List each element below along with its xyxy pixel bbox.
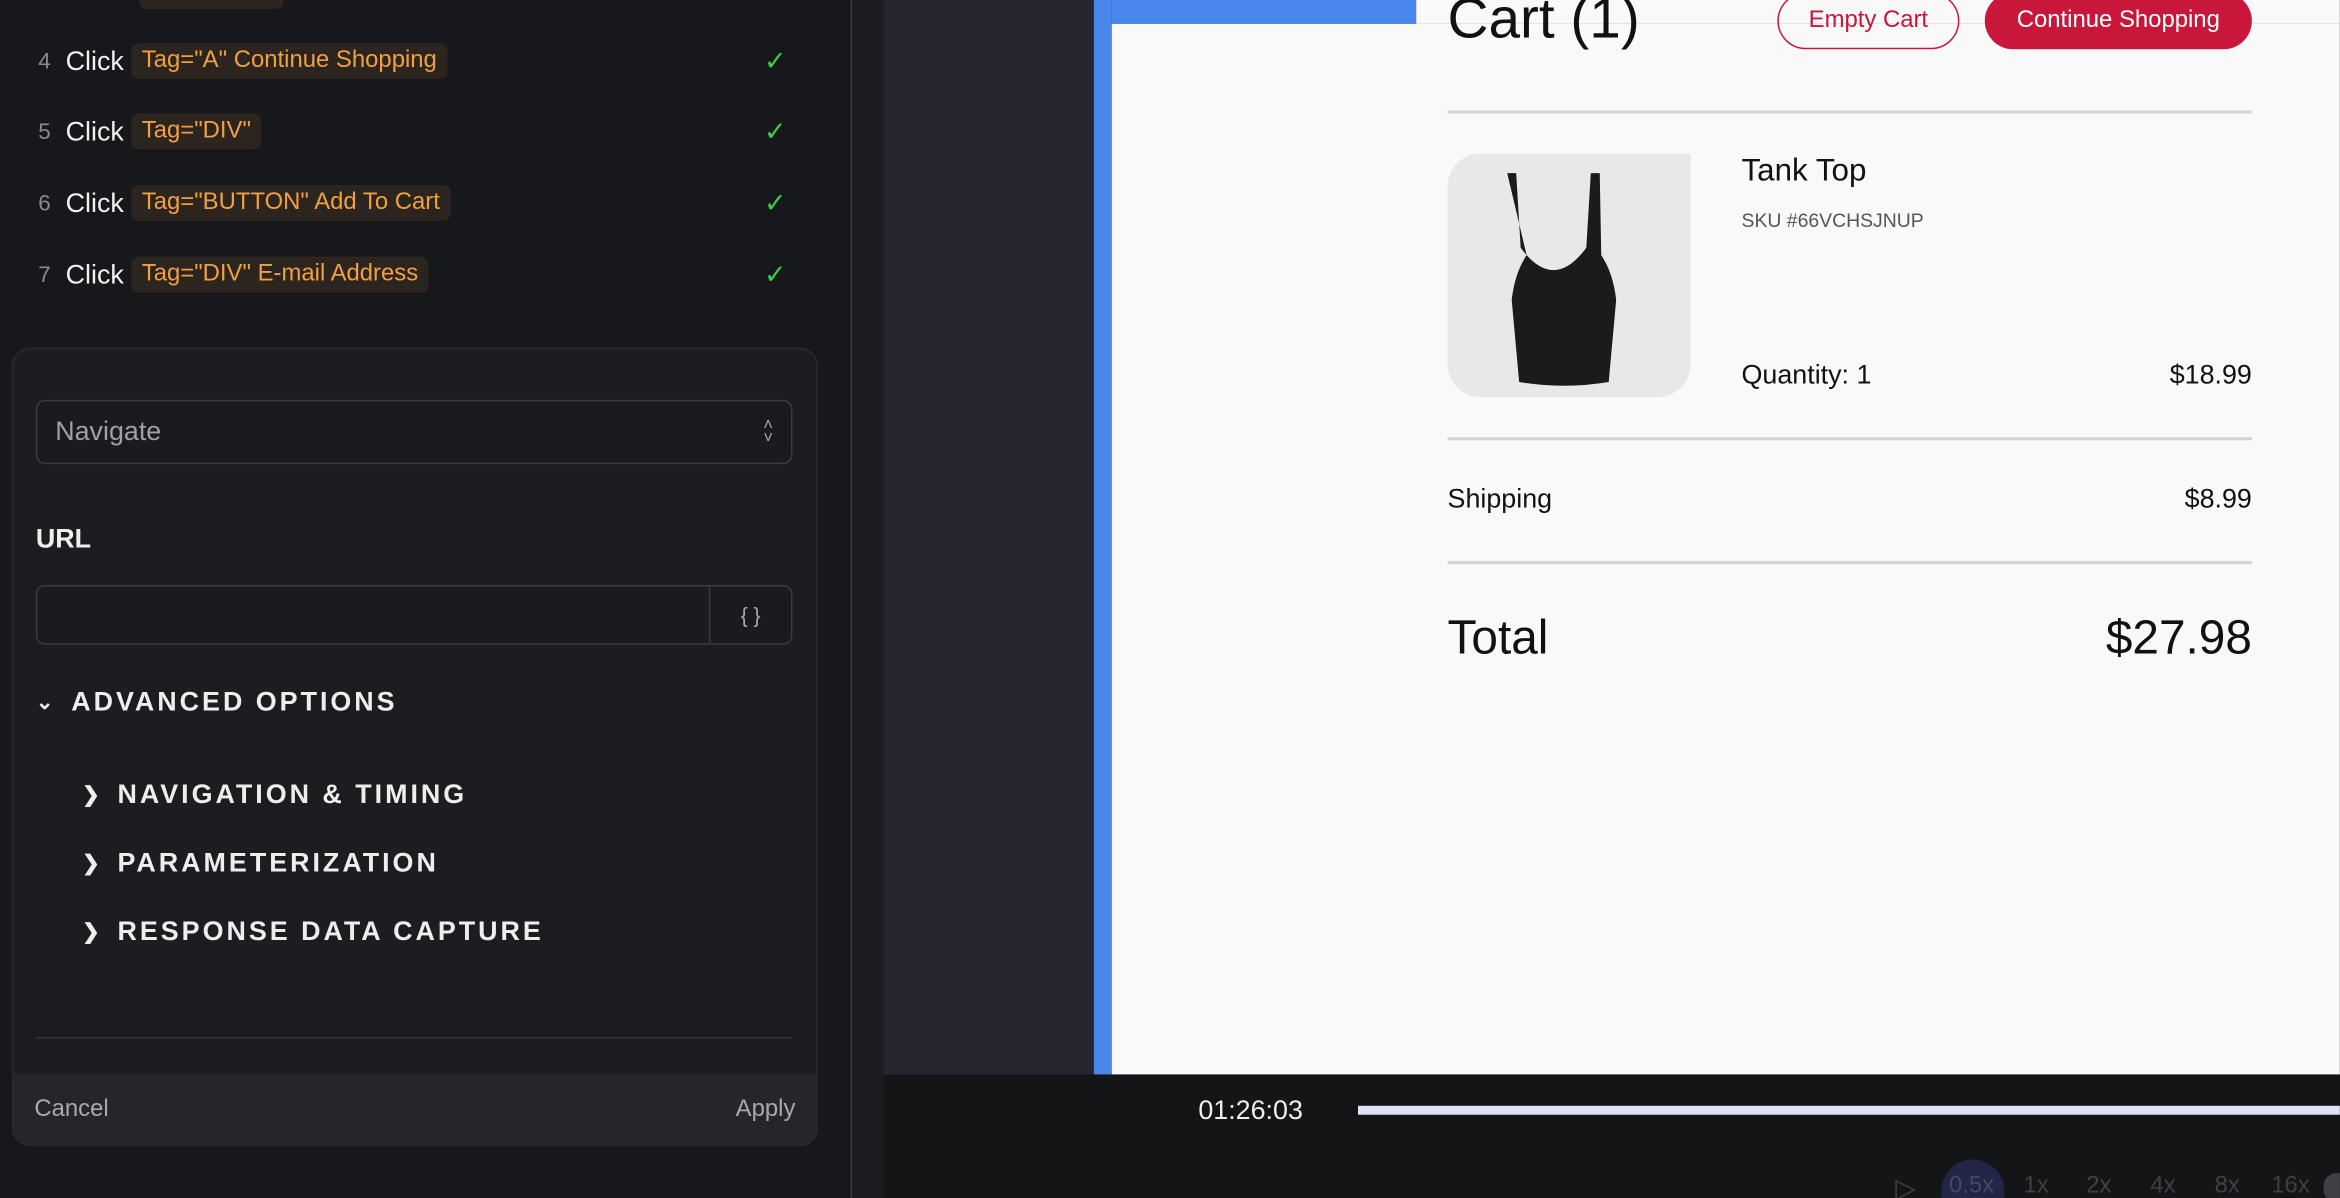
shipping-label: Shipping bbox=[1447, 483, 1553, 514]
speed-8x-button[interactable]: 8x bbox=[2214, 1172, 2240, 1198]
speed-16x-button[interactable]: 16x bbox=[2271, 1172, 2310, 1198]
check-icon: ✓ bbox=[764, 258, 787, 289]
product-price: $18.99 bbox=[2169, 359, 2252, 390]
divider bbox=[1447, 437, 2252, 441]
navigation-timing-toggle[interactable]: ❯ NAVIGATION & TIMING bbox=[82, 779, 467, 810]
step-action: Click bbox=[65, 187, 124, 218]
check-icon: ✓ bbox=[764, 187, 787, 218]
url-input-group: { } bbox=[35, 584, 793, 645]
step-number: 4 bbox=[38, 48, 51, 74]
step-row[interactable]: 5 Click Tag="DIV" ✓ bbox=[0, 112, 806, 151]
settings-toggle[interactable] bbox=[2323, 1172, 2340, 1198]
check-icon: ✓ bbox=[764, 45, 787, 76]
replay-viewer-background bbox=[883, 0, 1094, 1075]
partial-step-tag bbox=[138, 0, 284, 9]
product-name[interactable]: Tank Top bbox=[1741, 153, 1867, 189]
speed-1x-button[interactable]: 1x bbox=[2023, 1172, 2049, 1198]
step-target-tag: Tag="DIV" E-mail Address bbox=[131, 256, 429, 293]
product-image bbox=[1447, 153, 1691, 397]
step-row[interactable]: 6 Click Tag="BUTTON" Add To Cart ✓ bbox=[0, 184, 806, 223]
divider bbox=[1447, 561, 2252, 565]
highlight-border bbox=[1093, 0, 1112, 1075]
chevron-right-icon: ❯ bbox=[82, 919, 103, 944]
tank-top-icon bbox=[1507, 173, 1617, 386]
apply-button[interactable]: Apply bbox=[735, 1096, 796, 1123]
url-label: URL bbox=[35, 523, 92, 554]
divider bbox=[1447, 110, 2252, 114]
step-action: Click bbox=[65, 258, 124, 289]
url-input[interactable] bbox=[37, 586, 709, 644]
product-sku: SKU #66VCHSJNUP bbox=[1741, 208, 1924, 232]
step-number: 7 bbox=[38, 261, 51, 288]
advanced-options-toggle[interactable]: ⌄ ADVANCED OPTIONS bbox=[36, 686, 398, 717]
speed-4x-button[interactable]: 4x bbox=[2150, 1172, 2176, 1198]
step-target-tag: Tag="DIV" bbox=[131, 113, 262, 150]
parameterization-toggle[interactable]: ❯ PARAMETERIZATION bbox=[82, 848, 439, 879]
step-action: Click bbox=[65, 45, 124, 76]
action-type-select[interactable]: Navigate ˄ ˅ bbox=[35, 399, 793, 465]
cart-title: Cart (1) bbox=[1447, 0, 1640, 51]
play-icon[interactable]: ▷ bbox=[1895, 1172, 1916, 1198]
product-quantity: Quantity: 1 bbox=[1741, 359, 1872, 390]
step-row[interactable]: 4 Click Tag="A" Continue Shopping ✓ bbox=[0, 42, 806, 81]
player-controls bbox=[883, 1074, 2340, 1198]
continue-shopping-button[interactable]: Continue Shopping bbox=[1984, 0, 2252, 50]
editor-footer: Cancel Apply bbox=[13, 1074, 817, 1145]
section-title: NAVIGATION & TIMING bbox=[117, 778, 468, 809]
step-target-tag: Tag="BUTTON" Add To Cart bbox=[131, 185, 451, 221]
shipping-value: $8.99 bbox=[2184, 483, 2252, 514]
step-row[interactable]: 7 Click Tag="DIV" E-mail Address ✓ bbox=[0, 255, 806, 294]
web-page bbox=[1111, 23, 2340, 1075]
chevron-right-icon: ❯ bbox=[82, 850, 103, 875]
chevron-right-icon: ❯ bbox=[82, 781, 103, 806]
section-title: RESPONSE DATA CAPTURE bbox=[117, 916, 544, 947]
speed-0.5x-button[interactable]: 0.5x bbox=[1948, 1172, 1995, 1198]
response-data-capture-toggle[interactable]: ❯ RESPONSE DATA CAPTURE bbox=[82, 916, 544, 947]
step-editor-card: Navigate ˄ ˅ URL { } ⌄ ADVANCED OPTIONS ❯… bbox=[11, 347, 818, 1147]
gutter bbox=[852, 0, 884, 1198]
speed-2x-button[interactable]: 2x bbox=[2086, 1172, 2112, 1198]
select-value: Navigate bbox=[55, 416, 162, 447]
chevron-up-down-icon: ˄ ˅ bbox=[763, 415, 774, 447]
divider bbox=[35, 1037, 793, 1039]
step-number: 6 bbox=[38, 190, 51, 216]
section-title: PARAMETERIZATION bbox=[117, 847, 439, 878]
steps-panel: 4 Click Tag="A" Continue Shopping ✓ 5 Cl… bbox=[0, 0, 851, 1198]
playback-time: 01:26:03 bbox=[1198, 1095, 1303, 1126]
step-number: 5 bbox=[38, 118, 51, 145]
chevron-down-icon: ⌄ bbox=[35, 689, 57, 714]
step-target-tag: Tag="A" Continue Shopping bbox=[131, 43, 448, 80]
total-label: Total bbox=[1447, 610, 1549, 665]
section-title: ADVANCED OPTIONS bbox=[71, 686, 398, 717]
highlight-header bbox=[1111, 0, 1417, 24]
check-icon: ✓ bbox=[764, 115, 787, 146]
step-action: Click bbox=[65, 115, 124, 146]
cancel-button[interactable]: Cancel bbox=[34, 1096, 109, 1123]
empty-cart-button[interactable]: Empty Cart bbox=[1777, 0, 1960, 50]
variable-button[interactable]: { } bbox=[708, 586, 791, 644]
total-value: $27.98 bbox=[2105, 610, 2252, 665]
panel-divider[interactable] bbox=[850, 0, 853, 1198]
timeline-scrubber[interactable] bbox=[1357, 1105, 2340, 1115]
